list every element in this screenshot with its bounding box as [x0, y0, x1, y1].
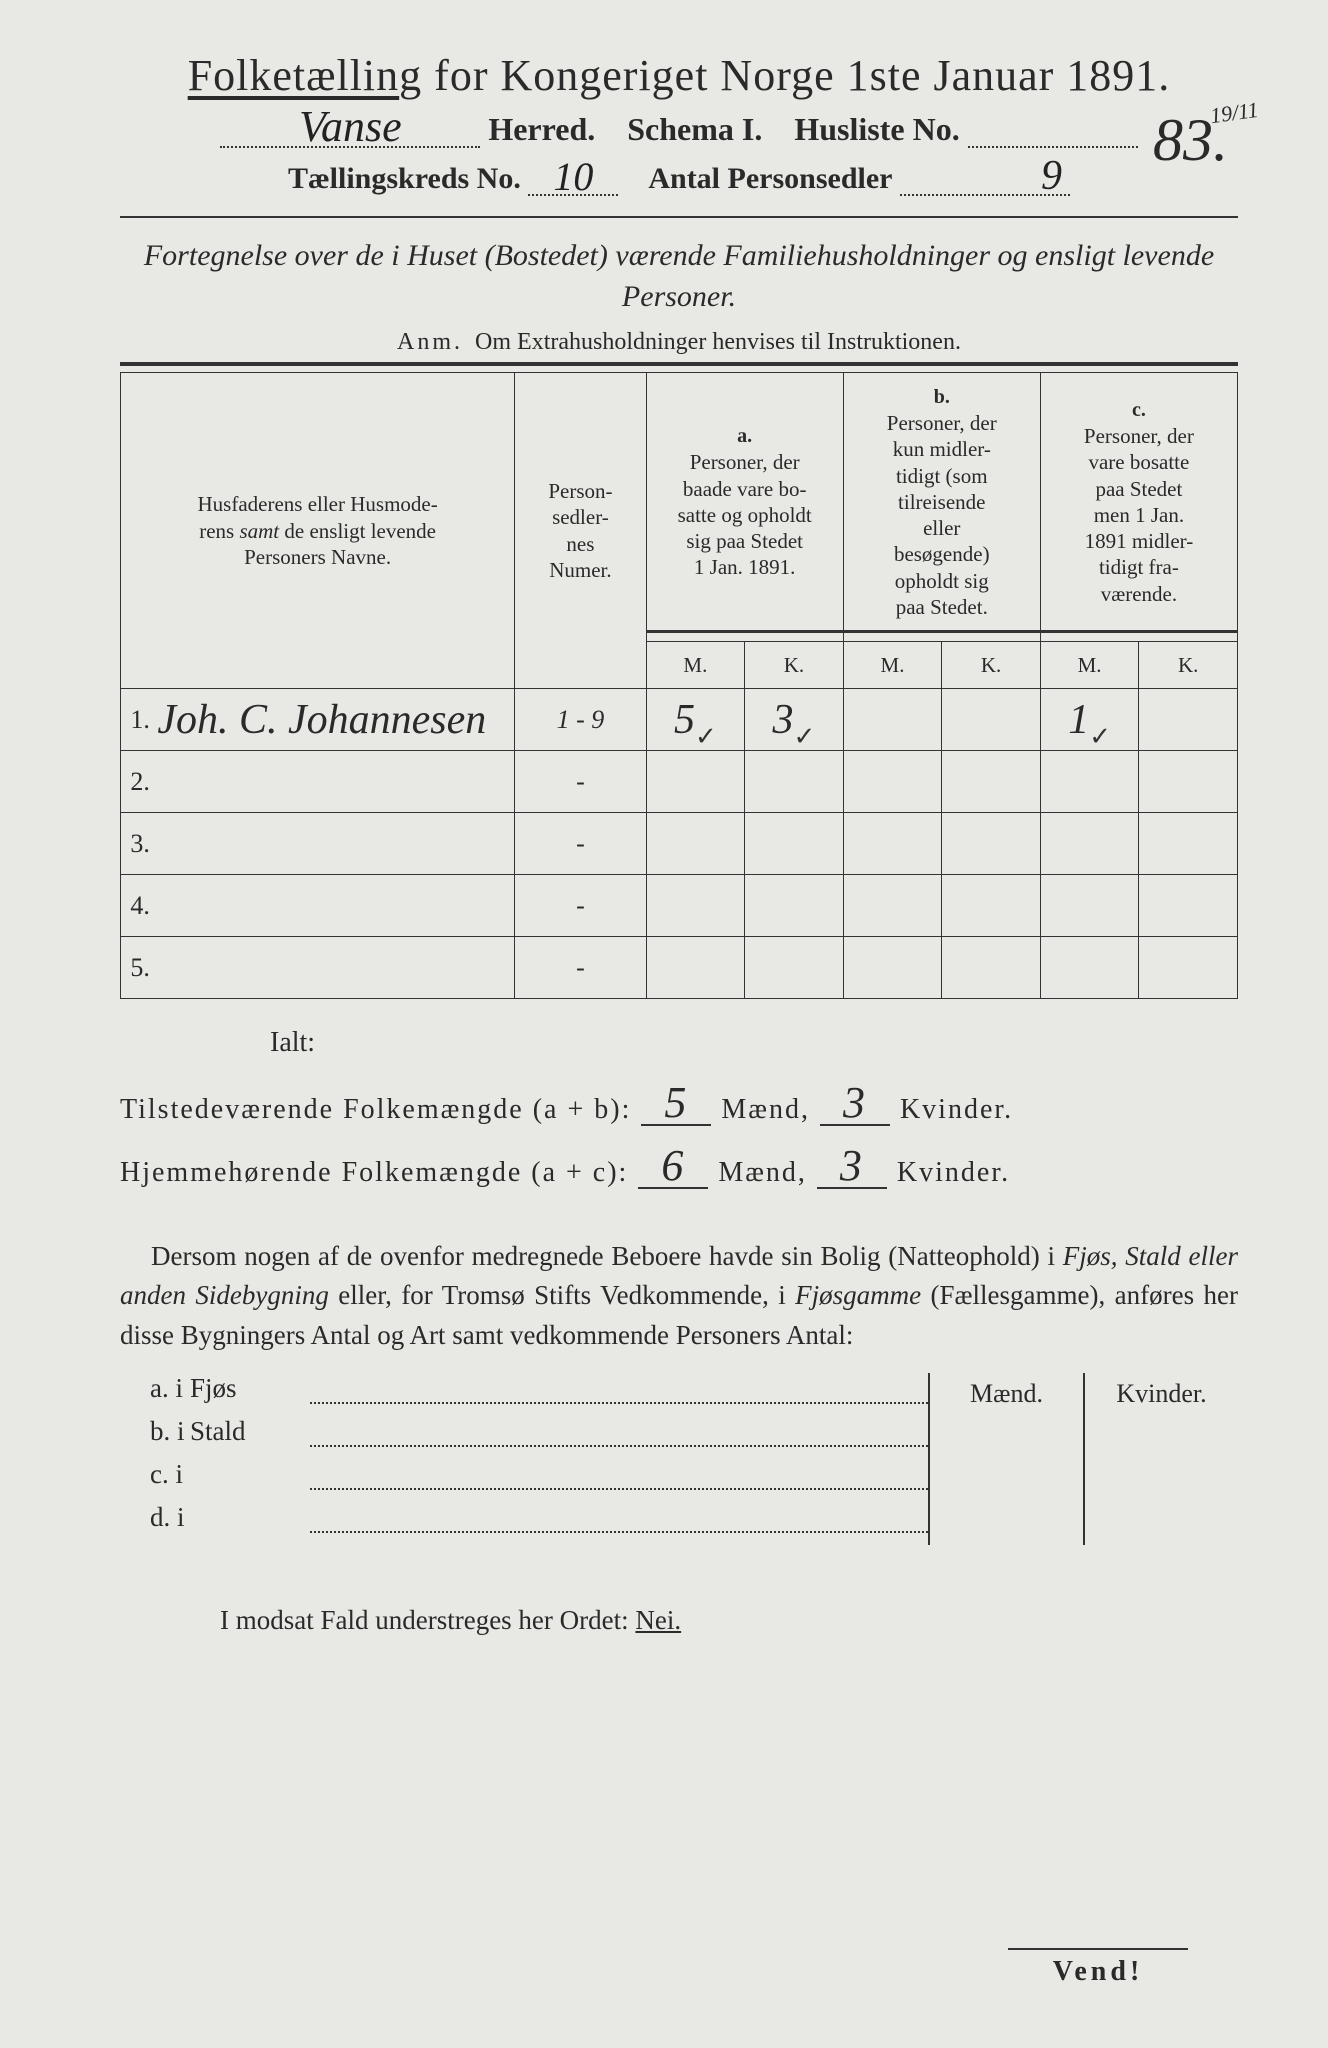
- row-name: [153, 813, 514, 875]
- col-c-k: K.: [1139, 642, 1238, 689]
- main-table: Husfaderens eller Husmode-rens samt de e…: [120, 372, 1238, 999]
- row-num: 1 - 9: [515, 689, 646, 751]
- lower-col-maend: Mænd.: [930, 1373, 1085, 1545]
- ialt-label: Ialt:: [270, 1027, 1238, 1059]
- table-row: 3. -: [121, 813, 1238, 875]
- antal-number-hw: 9: [900, 152, 1070, 200]
- corner-annotation: 19/11: [1208, 97, 1260, 129]
- list-item: b. iStald: [120, 1416, 928, 1447]
- row-number: 4.: [121, 875, 154, 937]
- subtitle: Fortegnelse over de i Huset (Bostedet) v…: [120, 236, 1238, 317]
- kreds-number-hw: 10: [528, 153, 618, 200]
- page-title: Folketælling for Kongeriget Norge 1ste J…: [120, 50, 1238, 101]
- divider-thick: [120, 362, 1238, 366]
- row-b-m: [843, 813, 942, 875]
- row-c-k: [1139, 875, 1238, 937]
- row-name: [153, 751, 514, 813]
- vend-footer: Vend!: [1008, 1948, 1188, 1988]
- col-header-b: b. Personer, derkun midler-tidigt (somti…: [843, 373, 1040, 632]
- row-b-k: [942, 751, 1041, 813]
- table-row: 2. -: [121, 751, 1238, 813]
- row-a-k: [745, 937, 844, 999]
- nei-line: I modsat Fald understreges her Ordet: Ne…: [220, 1605, 1238, 1636]
- row-number: 3.: [121, 813, 154, 875]
- row-c-m: [1040, 751, 1139, 813]
- table-row: 4. -: [121, 875, 1238, 937]
- kreds-label: Tællingskreds No.: [288, 162, 521, 195]
- row-c-k: [1139, 813, 1238, 875]
- husliste-label: Husliste No.: [794, 111, 959, 147]
- herred-label: Herred.: [488, 111, 595, 147]
- row-name: Joh. C. Johannesen: [153, 689, 514, 751]
- row-c-k: [1139, 937, 1238, 999]
- row-a-m: [646, 875, 745, 937]
- table-row: 5. -: [121, 937, 1238, 999]
- table-row: 1.Joh. C. Johannesen1 - 95✓3✓ 1✓: [121, 689, 1238, 751]
- col-c-m: M.: [1040, 642, 1139, 689]
- row-c-m: 1✓: [1040, 689, 1139, 751]
- col-b-k: K.: [942, 642, 1041, 689]
- col-header-a: a. Personer, derbaade vare bo-satte og o…: [646, 373, 843, 632]
- totals-block: Ialt: Tilstedeværende Folkemængde (a + b…: [120, 1027, 1238, 1189]
- row-num: -: [515, 937, 646, 999]
- instruction-paragraph: Dersom nogen af de ovenfor medregnede Be…: [120, 1237, 1238, 1354]
- row-a-k: [745, 813, 844, 875]
- row-a-k: [745, 875, 844, 937]
- row-name: [153, 875, 514, 937]
- schema-label: Schema I.: [627, 111, 762, 147]
- col-a-m: M.: [646, 642, 745, 689]
- row-c-m: [1040, 937, 1139, 999]
- row-b-m: [843, 875, 942, 937]
- col-a-k: K.: [745, 642, 844, 689]
- row-b-m: [843, 937, 942, 999]
- header-line-3: Tællingskreds No. 10 Antal Personsedler …: [120, 162, 1238, 196]
- row-a-k: [745, 751, 844, 813]
- col-header-numer: Person-sedler-nesNumer.: [515, 373, 646, 689]
- row-num: -: [515, 875, 646, 937]
- divider: [120, 216, 1238, 218]
- header-line-2: Vanse Herred. Schema I. Husliste No.: [120, 111, 1238, 148]
- row-num: -: [515, 751, 646, 813]
- total-ac-k: 3: [840, 1141, 864, 1190]
- total-ab-m: 5: [664, 1078, 688, 1127]
- row-c-k: [1139, 751, 1238, 813]
- list-item: a. iFjøs: [120, 1373, 928, 1404]
- row-b-m: [843, 751, 942, 813]
- totals-row-ac: Hjemmehørende Folkemængde (a + c): 6 Mæn…: [120, 1136, 1238, 1189]
- row-number: 5.: [121, 937, 154, 999]
- col-header-c: c. Personer, dervare bosattepaa Stedetme…: [1040, 373, 1237, 632]
- anm-label: Anm.: [397, 329, 463, 355]
- anm-text: Om Extrahusholdninger henvises til Instr…: [475, 329, 961, 355]
- anm-note: Anm. Om Extrahusholdninger henvises til …: [120, 329, 1238, 356]
- row-name: [153, 937, 514, 999]
- row-a-m: 5✓: [646, 689, 745, 751]
- lower-col-kvinder: Kvinder.: [1085, 1373, 1238, 1545]
- total-ab-k: 3: [843, 1078, 867, 1127]
- totals-row-ab: Tilstedeværende Folkemængde (a + b): 5 M…: [120, 1073, 1238, 1126]
- row-c-m: [1040, 813, 1139, 875]
- row-num: -: [515, 813, 646, 875]
- row-b-m: [843, 689, 942, 751]
- row-b-k: [942, 937, 1041, 999]
- row-a-m: [646, 813, 745, 875]
- col-header-name: Husfaderens eller Husmode-rens samt de e…: [121, 373, 515, 689]
- row-a-m: [646, 751, 745, 813]
- lower-section: a. iFjøs b. iStald c. i d. i Mænd. Kvinder.: [120, 1373, 1238, 1545]
- antal-label: Antal Personsedler: [648, 162, 892, 195]
- herred-handwritten: Vanse: [220, 101, 480, 152]
- row-b-k: [942, 689, 1041, 751]
- row-c-k: [1139, 689, 1238, 751]
- row-b-k: [942, 813, 1041, 875]
- row-c-m: [1040, 875, 1139, 937]
- list-item: c. i: [120, 1459, 928, 1490]
- list-item: d. i: [120, 1502, 928, 1533]
- row-number: 1.: [121, 689, 154, 751]
- row-a-k: 3✓: [745, 689, 844, 751]
- total-ac-m: 6: [661, 1141, 685, 1190]
- row-b-k: [942, 875, 1041, 937]
- row-number: 2.: [121, 751, 154, 813]
- row-a-m: [646, 937, 745, 999]
- col-b-m: M.: [843, 642, 942, 689]
- lower-right-columns: Mænd. Kvinder.: [928, 1373, 1238, 1545]
